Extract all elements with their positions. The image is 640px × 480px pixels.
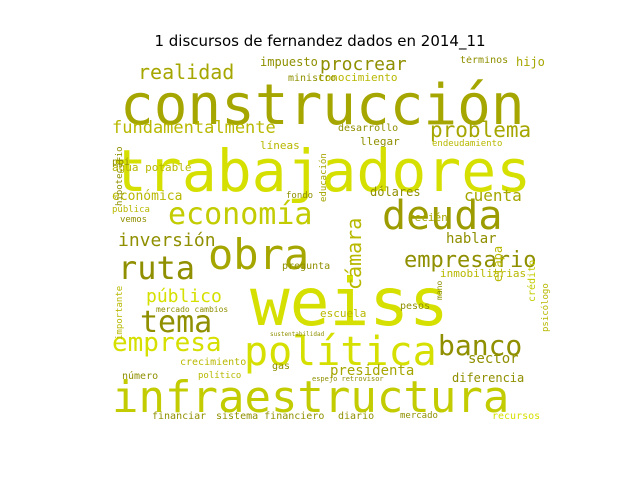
word-29: impuesto — [260, 56, 318, 69]
word-31: términos — [460, 56, 509, 66]
word-22: hablar — [446, 231, 497, 247]
word-61: recursos — [492, 411, 541, 422]
word-13: cámara — [342, 217, 366, 290]
word-14: empresario — [404, 248, 537, 273]
word-58: sistema financiero — [216, 411, 325, 422]
word-30: conocimiento — [318, 71, 398, 84]
word-48: pública — [112, 205, 150, 215]
word-64: mano — [435, 280, 444, 300]
word-55: político — [198, 371, 242, 381]
word-46: pregunta — [282, 261, 331, 272]
word-8: economía — [168, 197, 313, 232]
word-17: realidad — [138, 60, 235, 84]
word-1: construcción — [120, 73, 525, 138]
word-28: económica — [112, 189, 183, 204]
word-16: procrear — [320, 56, 407, 75]
word-25: diferencia — [452, 371, 525, 385]
word-18: fundamentalmente — [112, 118, 276, 138]
word-20: inversión — [118, 230, 216, 251]
word-24: presidenta — [330, 363, 415, 379]
word-44: pesos — [400, 301, 431, 312]
word-47: fondo — [286, 191, 314, 201]
word-51: mercado cambios — [156, 305, 229, 314]
word-34: agua potable — [112, 161, 192, 174]
word-6: deuda — [382, 193, 503, 239]
word-10: tema — [140, 305, 213, 340]
word-49: vemos — [120, 215, 148, 225]
word-37: llegar — [360, 135, 400, 148]
word-41: inmobiliarias — [440, 267, 527, 280]
word-53: crecimiento — [180, 357, 247, 368]
word-40: recién — [408, 211, 448, 224]
word-57: financiar — [152, 411, 207, 422]
word-7: política — [244, 329, 437, 375]
word-50: educación — [319, 153, 329, 202]
word-27: dólares — [370, 185, 421, 199]
word-65: sustentabilidad — [270, 331, 325, 338]
word-19: público — [146, 286, 222, 307]
word-21: cuenta — [464, 186, 522, 205]
word-9: ruta — [118, 249, 196, 287]
word-23: sector — [468, 351, 519, 367]
word-59: diario — [338, 411, 375, 422]
word-39: pbi — [112, 157, 131, 168]
word-38: endeudamiento — [432, 139, 503, 149]
word-cloud: construcción trabajadores weiss infraestruc… — [112, 56, 560, 428]
word-42: crédito — [527, 259, 538, 302]
word-5: obra — [208, 230, 310, 279]
word-15: problema — [430, 118, 532, 142]
word-45: escuela — [320, 307, 367, 320]
word-4: infraestructura — [112, 372, 510, 423]
word-60: mercado — [400, 411, 438, 421]
word-35: líneas — [260, 139, 300, 152]
word-54: número — [122, 371, 159, 382]
word-3: weiss — [250, 264, 449, 341]
chart-title: 1 discursos de fernandez dados en 2014_1… — [154, 32, 486, 50]
word-36: desarrollo — [338, 123, 399, 134]
word-2: trabajadores — [112, 137, 532, 205]
word-11: empresa — [112, 328, 222, 358]
word-56: espejo retrovisor — [312, 375, 384, 383]
word-62: hipotecario — [115, 146, 125, 206]
word-43: psicólogo — [541, 283, 551, 332]
word-33: ministro — [288, 73, 337, 84]
word-32: hijo — [516, 56, 545, 69]
word-52: gas — [272, 361, 291, 372]
word-12: banco — [438, 329, 523, 362]
word-63: importante — [115, 285, 125, 340]
